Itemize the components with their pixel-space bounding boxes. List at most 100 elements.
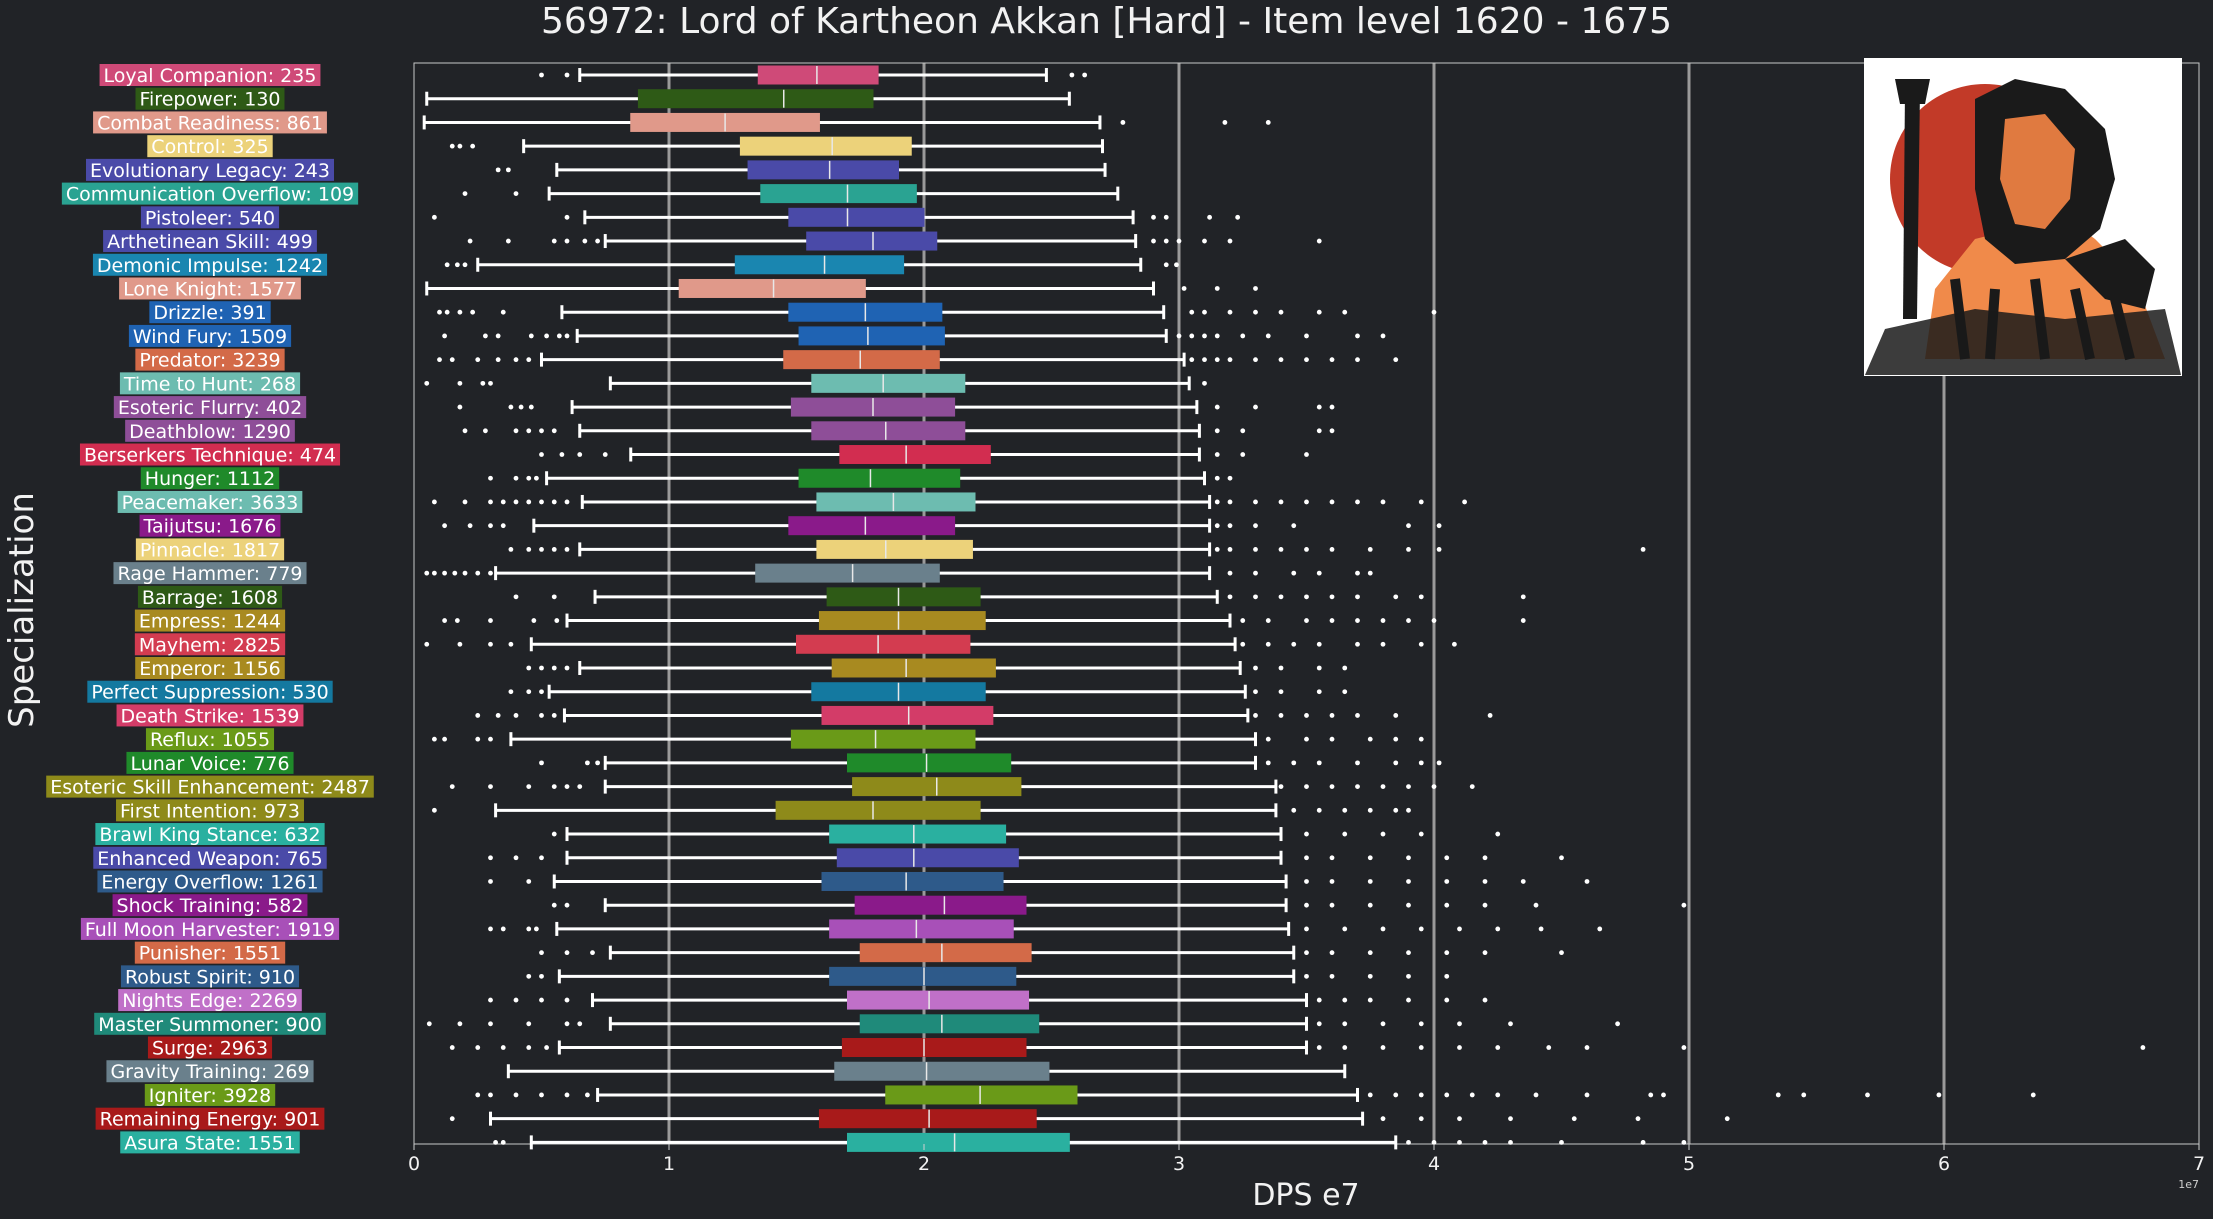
outlier-point [1418,760,1424,766]
outlier-point [488,997,493,1003]
box [757,65,879,85]
box-group [437,350,1399,370]
outlier-point [1444,902,1450,908]
outlier-point [1329,855,1335,861]
outlier-point [554,618,560,623]
outlier-point [1202,309,1207,315]
x-tick-label: 6 [1938,1153,1950,1175]
plot-area [413,62,2200,1145]
box-group [437,302,1437,322]
box-group [432,492,1467,512]
outlier-point [559,452,565,457]
outlier-point [577,1021,583,1027]
box [839,445,991,465]
category-label: Lunar Voice: 776 [126,751,294,775]
category-label-text: Berserkers Technique: 474 [84,445,336,467]
outlier-point [531,618,537,623]
box-group [462,421,1335,441]
outlier-point [488,1021,493,1027]
outlier-point [539,689,544,695]
category-label: Firepower: 130 [135,87,285,111]
outlier-point [1418,499,1424,505]
outlier-point [1329,357,1335,363]
box [826,587,981,607]
outlier-point [1342,1045,1348,1050]
outlier-point [457,309,463,315]
outlier-point [1207,214,1212,220]
category-label-text: First Intention: 973 [120,800,300,822]
category-label: Mayhem: 2825 [134,633,286,656]
outlier-point [539,428,544,434]
outlier-point [526,689,532,695]
outlier-point [1444,973,1450,979]
outlier-point [518,404,524,410]
category-label-text: Gravity Training: 269 [110,1061,309,1083]
outlier-point [467,523,473,529]
x-axis-ticks: 0 1 2 3 4 5 6 7 [408,1144,2205,1175]
outlier-point [1214,523,1220,529]
outlier-point [1329,499,1335,505]
outlier-point [1304,736,1309,742]
outlier-point [1367,902,1373,908]
category-label-bg [46,775,374,798]
category-label: Demonic Impulse: 1242 [92,253,328,277]
outlier-point [454,618,460,623]
outlier-point [1163,262,1169,268]
outlier-point [1661,1092,1666,1098]
category-label-bg [125,419,295,442]
outlier-point [1444,1092,1450,1098]
outlier-point [1265,618,1271,623]
category-label-text: Pinnacle: 1817 [140,539,280,561]
outlier-point [437,357,442,363]
outlier-point [1533,1092,1539,1098]
x-tick-label: 7 [2193,1153,2205,1175]
box [859,943,1032,963]
outlier-point [1329,547,1335,552]
category-label-bg [95,1107,325,1130]
outlier-point [442,333,447,339]
category-label-bg [135,348,285,371]
outlier-point [1393,807,1399,813]
outlier-point [1508,1140,1513,1145]
outlier-point [1367,547,1373,552]
outlier-point [424,641,430,647]
outlier-point [1418,594,1424,600]
outlier-point [1304,902,1309,908]
outlier-point [1559,1140,1564,1145]
box [788,516,956,536]
outlier-point [513,594,519,600]
outlier-point [1151,214,1156,220]
category-label: Enhanced Weapon: 765 [93,846,327,870]
box-group [424,563,1373,583]
outlier-point [1316,641,1322,647]
outlier-point [1240,428,1246,434]
outlier-point [1253,523,1258,529]
category-label-bg [140,206,280,229]
outlier-point [442,618,447,623]
outlier-point [526,1045,532,1050]
outlier-point [564,1021,570,1027]
outlier-point [1227,499,1233,505]
box-group [488,871,1590,891]
box-layer [422,65,2146,1152]
outlier-point [551,428,557,434]
outlier-point [1304,713,1309,718]
outlier-point [1329,784,1335,789]
outlier-point [551,547,557,552]
outlier-point [513,357,519,363]
category-label-text: Taijutsu: 1676 [143,516,277,538]
category-label: Time to Hunt: 268 [119,372,301,395]
box-group [539,65,1088,85]
outlier-point [513,191,519,197]
category-label-bg [119,372,301,395]
box-group [475,705,1493,725]
outlier-point [1724,1116,1730,1122]
outlier-point [449,784,455,789]
category-label-text: Energy Overflow: 1261 [101,871,318,893]
outlier-point [1355,760,1360,766]
outlier-point [1202,238,1207,244]
outlier-point [1316,760,1322,766]
outlier-point [1482,855,1488,861]
outlier-point [1176,238,1182,244]
y-axis-label: Specialization [2,492,42,728]
